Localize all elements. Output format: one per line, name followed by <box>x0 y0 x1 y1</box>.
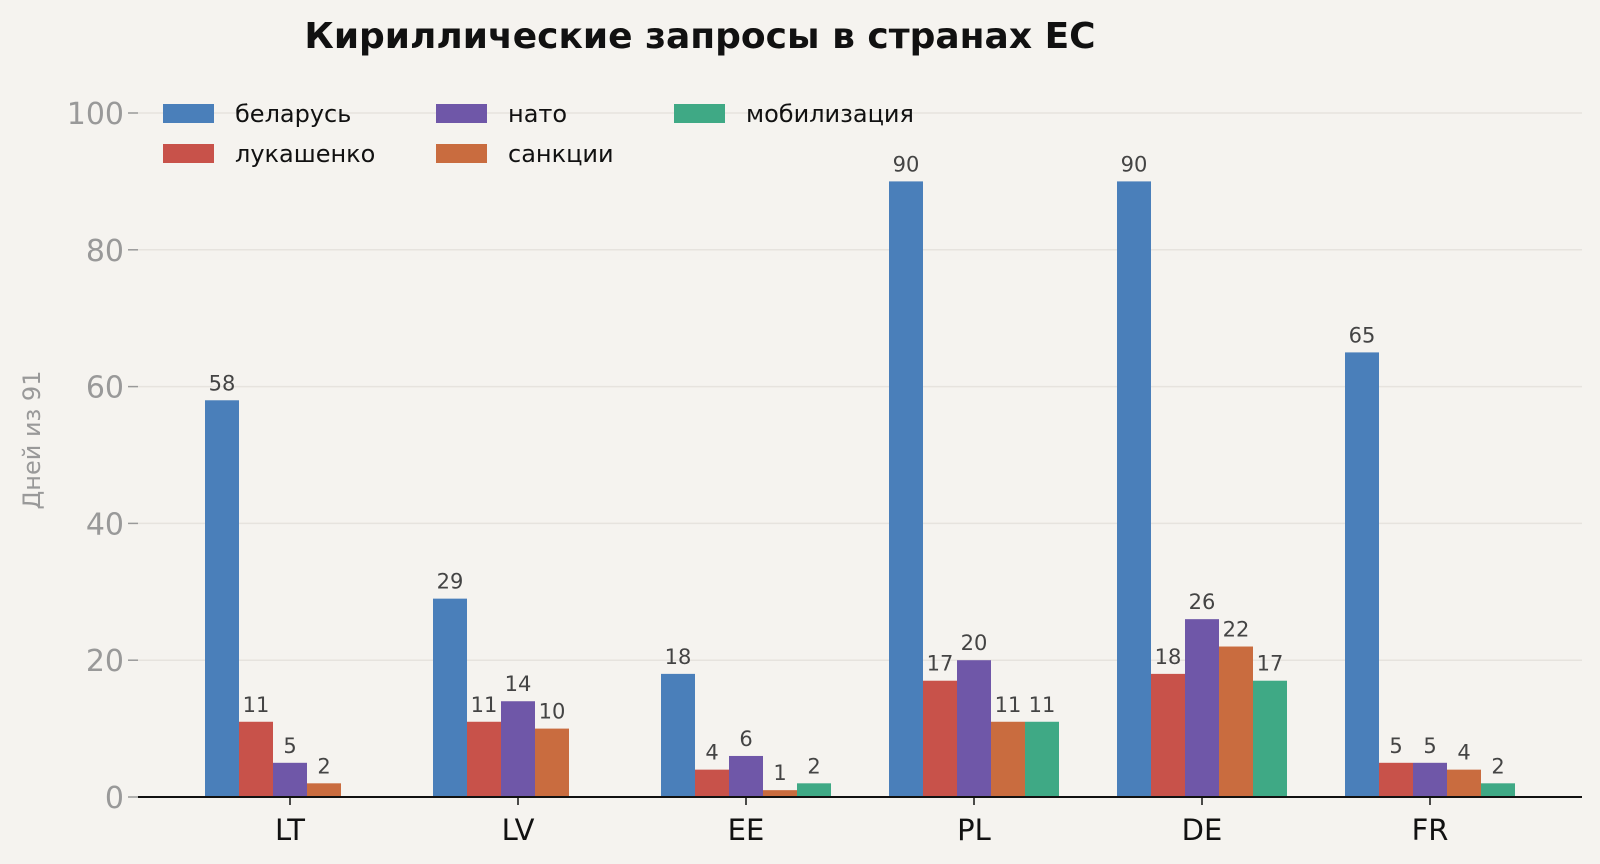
bar <box>797 783 831 797</box>
data-label: 14 <box>505 672 532 696</box>
y-tick-label: 80 <box>86 234 124 269</box>
bar <box>501 701 535 797</box>
bar <box>991 721 1025 797</box>
legend-swatch <box>163 104 214 123</box>
y-axis-label: Дней из 91 <box>18 371 46 510</box>
bar <box>1117 181 1151 797</box>
bar <box>1185 619 1219 797</box>
data-label: 29 <box>437 570 464 594</box>
bar <box>307 783 341 797</box>
x-tick-label: EE <box>728 813 765 847</box>
bar <box>467 721 501 797</box>
legend-label: беларусь <box>235 100 351 128</box>
data-label: 20 <box>961 631 988 655</box>
data-label: 6 <box>739 727 752 751</box>
y-tick-label: 20 <box>86 644 124 679</box>
bar <box>1447 769 1481 797</box>
bar <box>1025 721 1059 797</box>
data-label: 11 <box>1029 693 1056 717</box>
legend-label: мобилизация <box>746 100 914 128</box>
x-tick-label: LT <box>275 813 305 847</box>
legend-label: нато <box>508 100 567 128</box>
bars <box>205 181 1515 797</box>
bar <box>1253 680 1287 797</box>
bar <box>205 400 239 797</box>
data-label: 2 <box>1491 754 1504 778</box>
data-label: 90 <box>893 152 920 176</box>
data-label: 18 <box>665 645 692 669</box>
y-tick-label: 40 <box>86 507 124 542</box>
bar <box>433 598 467 797</box>
y-tick-label: 0 <box>105 781 124 816</box>
legend-swatch <box>163 144 214 163</box>
data-label: 2 <box>807 754 820 778</box>
bar <box>1219 646 1253 797</box>
data-label: 10 <box>539 700 566 724</box>
y-axis: 0 20 40 60 80 100 <box>67 97 138 816</box>
legend-label: санкции <box>508 140 614 168</box>
data-label: 11 <box>243 693 270 717</box>
bar <box>239 721 273 797</box>
bar <box>889 181 923 797</box>
data-label: 17 <box>927 652 954 676</box>
legend-swatch <box>436 144 487 163</box>
legend-swatch <box>674 104 725 123</box>
bar <box>763 790 797 797</box>
bar <box>1345 352 1379 797</box>
bar <box>957 660 991 797</box>
bar <box>729 755 763 797</box>
data-label: 26 <box>1189 590 1216 614</box>
x-tick-label: LV <box>502 813 535 847</box>
y-tick-label: 100 <box>67 97 124 132</box>
data-label: 65 <box>1349 323 1376 347</box>
legend-label: лукашенко <box>235 140 375 168</box>
data-label: 90 <box>1121 152 1148 176</box>
data-label: 5 <box>1389 734 1402 758</box>
data-label: 18 <box>1155 645 1182 669</box>
chart-title: Кириллические запросы в странах ЕС <box>304 16 1095 57</box>
bar <box>1379 762 1413 797</box>
bar <box>535 728 569 797</box>
grid <box>138 112 1582 661</box>
data-label: 5 <box>1423 734 1436 758</box>
data-label: 17 <box>1257 652 1284 676</box>
data-label: 1 <box>773 761 786 785</box>
data-label: 11 <box>995 693 1022 717</box>
data-label: 22 <box>1223 618 1250 642</box>
data-label: 4 <box>1457 741 1470 765</box>
x-axis: LT LV EE PL DE FR <box>275 797 1448 847</box>
bar <box>923 680 957 797</box>
data-label: 5 <box>283 734 296 758</box>
bar <box>1151 673 1185 797</box>
bar <box>273 762 307 797</box>
data-label: 58 <box>209 371 236 395</box>
bar <box>695 769 729 797</box>
bar <box>661 673 695 797</box>
bar <box>1481 783 1515 797</box>
legend-swatch <box>436 104 487 123</box>
data-label: 4 <box>705 741 718 765</box>
legend: беларусь лукашенко нато санкции мобилизация <box>163 100 914 168</box>
x-tick-label: PL <box>957 813 991 847</box>
x-tick-label: DE <box>1182 813 1223 847</box>
y-tick-label: 60 <box>86 371 124 406</box>
x-tick-label: FR <box>1412 813 1449 847</box>
data-label: 2 <box>317 754 330 778</box>
bar <box>1413 762 1447 797</box>
data-label: 11 <box>471 693 498 717</box>
